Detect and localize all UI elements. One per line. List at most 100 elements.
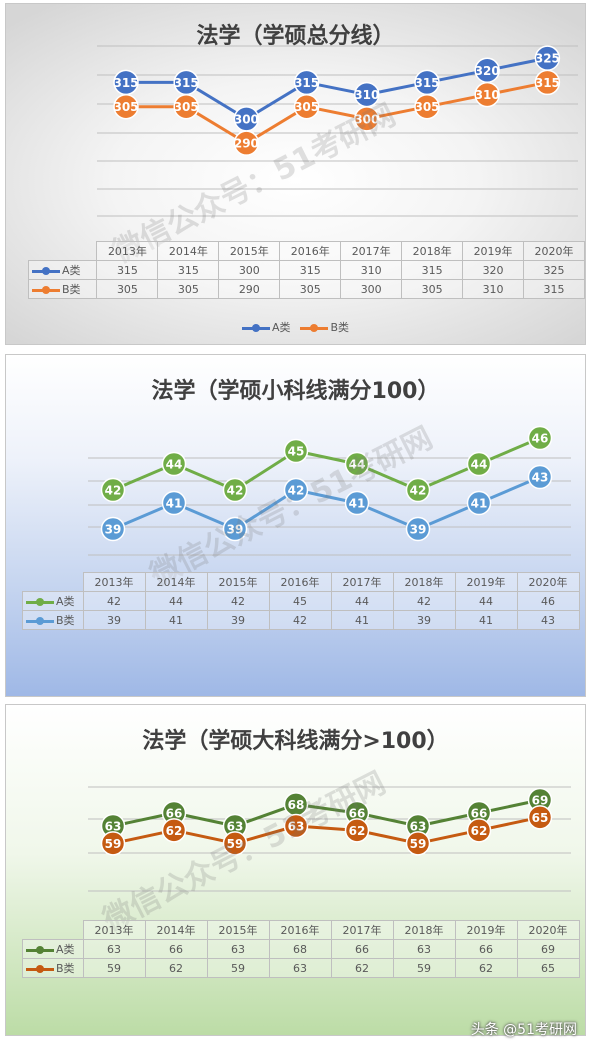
table-value: 66 xyxy=(454,939,518,959)
series-name-cell: B类 xyxy=(27,279,98,299)
tick-label: 2014年 xyxy=(157,241,220,261)
table-row: B类 305 305 290 305 300 305 310 315 xyxy=(27,279,585,299)
chart-panel-total: 法学（学硕总分线） 315 315 300 315 310 315 320 325 305 305… xyxy=(5,3,586,345)
table-value: 42 xyxy=(268,610,332,630)
table-header-row: 2013年 2014年 2015年 2016年 2017年 2018年 2019年 2020年 xyxy=(29,241,585,261)
tick-label: 2017年 xyxy=(340,241,403,261)
data-point xyxy=(283,813,309,839)
series-name: B类 xyxy=(56,614,75,627)
legend-key-icon xyxy=(241,323,270,333)
data-label: 59 xyxy=(227,837,244,851)
data-label: 39 xyxy=(410,523,427,537)
chart-panel-small-subject: 法学（学硕小科线满分100） 42 44 42 45 44 42 44 46 39 41 39 42 4… xyxy=(5,354,586,697)
data-point xyxy=(161,818,187,843)
series-name: A类 xyxy=(56,595,75,608)
data-table: 2013年 2014年 2015年 2016年 2017年 2018年 2019年 2020年… xyxy=(27,241,585,299)
data-label: 305 xyxy=(113,100,138,114)
footer-credit: 头条 @51考研网 xyxy=(470,1022,577,1038)
data-label: 42 xyxy=(105,484,122,498)
series-name-cell: A类 xyxy=(22,939,84,959)
table-value: 59 xyxy=(206,958,270,978)
data-label: 310 xyxy=(354,88,379,102)
data-point xyxy=(527,464,553,490)
table-value: 41 xyxy=(144,610,208,630)
table-row: B类 39 41 39 42 41 39 41 43 xyxy=(22,610,580,630)
table-value: 41 xyxy=(454,610,518,630)
data-label: 41 xyxy=(166,497,183,511)
data-point xyxy=(527,805,553,830)
data-point xyxy=(222,831,248,856)
data-point xyxy=(100,516,126,542)
data-label: 300 xyxy=(234,112,259,126)
table-value: 43 xyxy=(516,610,580,630)
table-value: 66 xyxy=(330,939,394,959)
data-label: 42 xyxy=(410,484,427,498)
tick-label: 2015年 xyxy=(206,920,270,940)
legend-label: A类 xyxy=(271,321,291,334)
data-label: 305 xyxy=(294,100,319,114)
data-point xyxy=(161,451,187,477)
data-point xyxy=(222,477,248,503)
data-point xyxy=(100,831,126,856)
table-row: A类 63 66 63 68 66 63 66 69 xyxy=(22,939,580,959)
table-value: 305 xyxy=(157,279,220,299)
data-label: 315 xyxy=(294,76,319,90)
table-row: B类 59 62 59 63 62 59 62 65 xyxy=(22,958,580,978)
table-value: 63 xyxy=(392,939,456,959)
line-plot: 42 44 42 45 44 42 44 46 39 41 39 42 41 39 41 43 xyxy=(88,425,571,556)
data-label: 44 xyxy=(166,458,183,472)
data-label: 310 xyxy=(475,88,500,102)
table-row: A类 42 44 42 45 44 42 44 46 xyxy=(22,591,580,611)
data-label: 42 xyxy=(288,484,305,498)
data-point xyxy=(283,477,309,503)
tick-label: 2019年 xyxy=(454,572,518,592)
series-name-cell: A类 xyxy=(22,591,84,611)
series-name-cell: A类 xyxy=(27,260,98,280)
table-row: A类 315 315 300 315 310 315 320 325 xyxy=(27,260,585,280)
table-value: 325 xyxy=(523,260,585,280)
table-value: 42 xyxy=(206,591,270,611)
table-value: 290 xyxy=(218,279,281,299)
chart-title: 法学（学硕总分线） xyxy=(196,24,395,49)
data-point xyxy=(344,490,370,516)
table-value: 41 xyxy=(330,610,394,630)
legend-key-icon xyxy=(26,597,54,607)
tick-label: 2014年 xyxy=(144,920,208,940)
data-point xyxy=(527,425,553,451)
data-label: 63 xyxy=(288,820,305,834)
data-label: 63 xyxy=(410,820,427,834)
table-value: 315 xyxy=(523,279,585,299)
data-label: 41 xyxy=(471,497,488,511)
data-point xyxy=(173,93,199,120)
series-name-cell: B类 xyxy=(22,610,84,630)
chart-title: 法学（学硕小科线满分100） xyxy=(151,379,440,404)
table-value: 315 xyxy=(401,260,464,280)
tick-label: 2016年 xyxy=(268,920,332,940)
table-value: 62 xyxy=(330,958,394,978)
tick-label: 2020年 xyxy=(516,920,580,940)
data-point xyxy=(534,69,561,96)
tick-label: 2015年 xyxy=(218,241,281,261)
table-value: 300 xyxy=(218,260,281,280)
data-point xyxy=(354,106,380,132)
table-value: 42 xyxy=(82,591,146,611)
table-value: 305 xyxy=(96,279,159,299)
data-point xyxy=(414,93,440,120)
table-value: 44 xyxy=(330,591,394,611)
table-value: 59 xyxy=(392,958,456,978)
tick-label: 2013年 xyxy=(82,920,146,940)
data-label: 305 xyxy=(414,100,439,114)
legend-key-icon xyxy=(26,964,54,974)
data-label: 320 xyxy=(475,64,500,78)
table-value: 45 xyxy=(268,591,332,611)
data-label: 300 xyxy=(354,112,379,126)
data-label: 44 xyxy=(349,458,366,472)
table-value: 315 xyxy=(157,260,220,280)
table-value: 300 xyxy=(340,279,403,299)
data-label: 325 xyxy=(535,52,560,66)
data-label: 46 xyxy=(532,432,549,446)
data-label: 63 xyxy=(227,820,244,834)
table-value: 305 xyxy=(279,279,342,299)
data-point xyxy=(283,438,309,464)
series-name: B类 xyxy=(56,962,75,975)
